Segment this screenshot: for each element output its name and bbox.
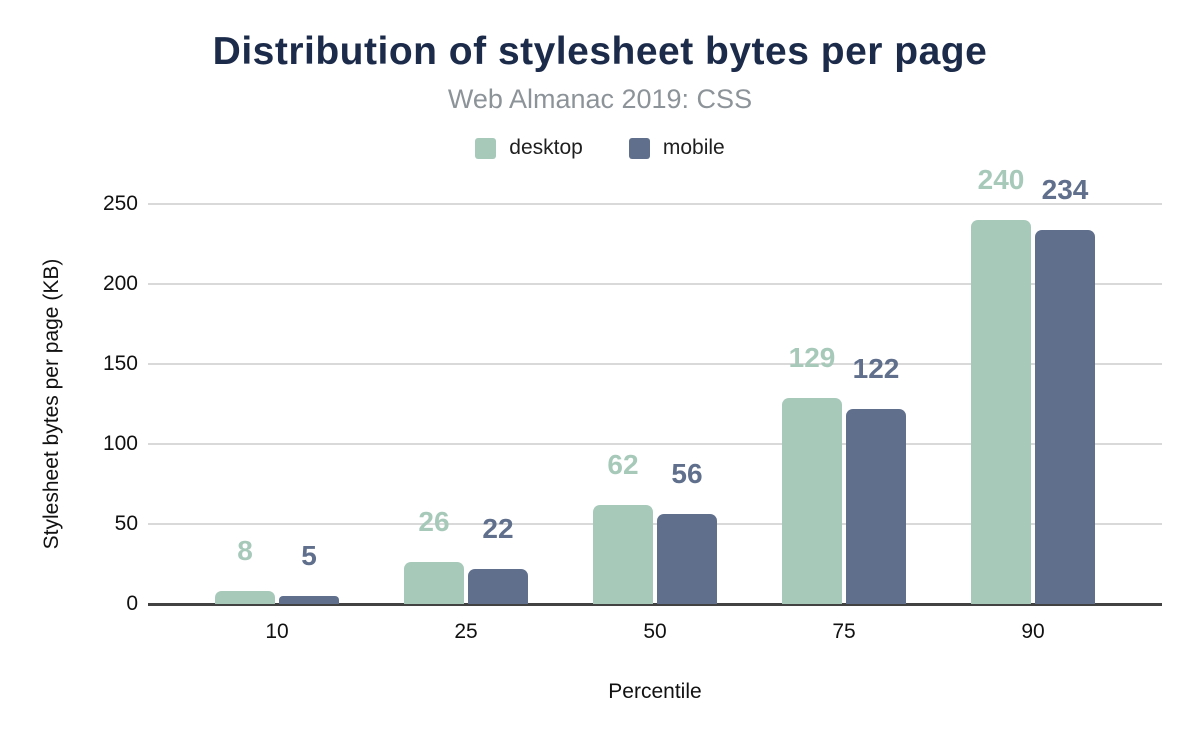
y-tick-label-250: 250: [102, 192, 138, 215]
bar-value-label-mobile-p10: 5: [301, 540, 317, 571]
mobile-swatch-icon: [628, 137, 650, 159]
gridline-50: [148, 523, 1162, 525]
legend-item-desktop: desktop: [475, 136, 583, 160]
bar-value-label-desktop-p90: 240: [977, 164, 1025, 195]
bar-mobile-p25: [468, 569, 528, 604]
y-tick-label-100: 100: [102, 432, 138, 455]
x-tick-label-90: 90: [1021, 620, 1045, 643]
y-tick-label-0: 0: [126, 592, 138, 615]
plot-area: 8 5 26 22 62 56 129 122 240 234: [148, 164, 1162, 606]
gridline-100: [148, 443, 1162, 445]
gridline-200: [148, 283, 1162, 285]
bar-desktop-p25: [404, 562, 464, 604]
desktop-swatch-icon: [475, 137, 497, 159]
legend-label: desktop: [509, 136, 583, 159]
bar-value-label-mobile-p50: 56: [671, 458, 703, 489]
bar-value-label-desktop-p75: 129: [788, 342, 836, 373]
bar-mobile-p10: [279, 596, 339, 604]
gridline-250: [148, 203, 1162, 205]
y-tick-label-200: 200: [102, 272, 138, 295]
bar-mobile-p75: [846, 409, 906, 604]
chart-subtitle: Web Almanac 2019: CSS: [447, 84, 753, 114]
bar-value-label-mobile-p90: 234: [1041, 174, 1089, 205]
legend-item-mobile: mobile: [628, 136, 725, 160]
x-axis-title: Percentile: [608, 680, 702, 703]
y-tick-label-50: 50: [114, 512, 138, 535]
bar-desktop-p50: [593, 505, 653, 604]
bar-mobile-p50: [657, 514, 717, 604]
bar-value-label-desktop-p50: 62: [607, 449, 639, 480]
x-tick-label-75: 75: [832, 620, 856, 643]
x-tick-label-25: 25: [454, 620, 478, 643]
bar-value-label-mobile-p75: 122: [852, 353, 900, 384]
x-tick-label-50: 50: [643, 620, 667, 643]
legend: desktop mobile: [0, 136, 1200, 160]
bar-value-label-desktop-p10: 8: [237, 535, 253, 566]
chart-title: Distribution of stylesheet bytes per pag…: [212, 30, 988, 73]
x-tick-label-10: 10: [265, 620, 289, 643]
bar-value-label-mobile-p25: 22: [482, 513, 514, 544]
bar-desktop-p90: [971, 220, 1031, 604]
gridline-150: [148, 363, 1162, 365]
bar-desktop-p10: [215, 591, 275, 604]
x-axis-line: [148, 603, 1162, 606]
y-tick-label-150: 150: [102, 352, 138, 375]
y-axis-title: Stylesheet bytes per page (KB): [40, 258, 63, 550]
bar-desktop-p75: [782, 398, 842, 604]
bar-value-label-desktop-p25: 26: [418, 506, 450, 537]
legend-label: mobile: [662, 136, 725, 159]
bar-mobile-p90: [1035, 230, 1095, 604]
